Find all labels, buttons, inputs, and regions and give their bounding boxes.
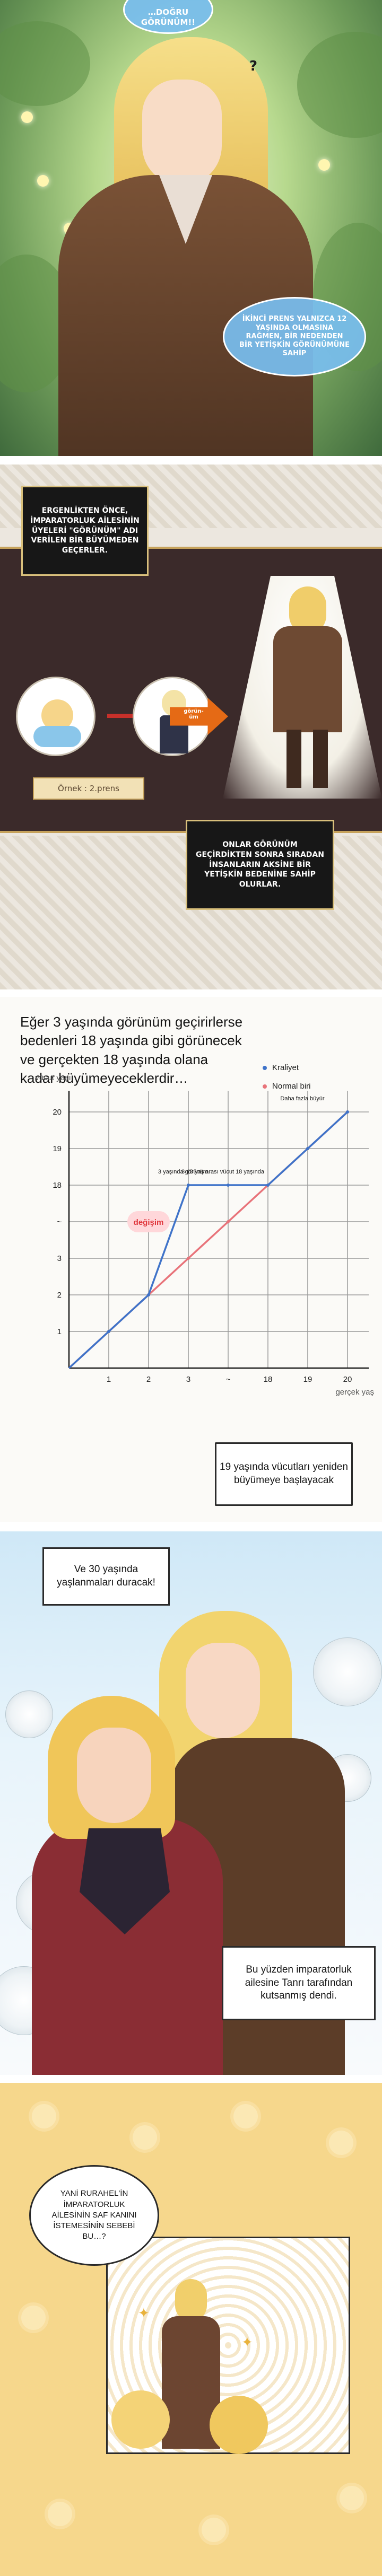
annotation-label: 3-18 yaş arası vücut 18 yaşında [181, 1169, 265, 1175]
x-tick-label: ~ [226, 1375, 231, 1384]
x-tick-label: 2 [146, 1375, 151, 1384]
narration-text: Ve 30 yaşında yaşlanmaları duracak! [57, 1564, 155, 1588]
example-ribbon: Örnek : 2.prens [33, 777, 144, 800]
sparkle-icon: ✦ [138, 2306, 150, 2321]
floral-motif [233, 2104, 258, 2128]
legend-label: Kraliyet [272, 1063, 299, 1072]
y-tick-label: 18 [53, 1181, 62, 1190]
legend-label: Normal biri [272, 1082, 311, 1091]
annotation-highlight [127, 1211, 170, 1232]
x-tick-label: 20 [343, 1375, 352, 1384]
data-point [266, 1184, 270, 1187]
speech-text: YANİ RURAHEL'İN İMPARATORLUK AİLESİNİN S… [51, 2189, 137, 2241]
narration-text: Bu yüzden imparatorluk ailesine Tanrı ta… [245, 1964, 353, 2002]
younger-prince-face [77, 1728, 151, 1823]
data-point [227, 1220, 230, 1223]
caption-text: 19 yaşında vücutları yeniden büyümeye ba… [220, 1461, 348, 1486]
y-tick-label: 20 [53, 1108, 62, 1117]
intro-text: Eğer 3 yaşında görünüm geçirirlerse bede… [20, 1014, 243, 1087]
flower [37, 175, 49, 187]
data-point [187, 1184, 190, 1187]
panel-2-growth-explainer: görün- üm Örnek : 2.prens ERGENLİKTEN ÖN… [0, 465, 382, 989]
x-tick-label: 19 [303, 1375, 312, 1384]
panel-gutter [0, 456, 382, 465]
x-tick-label: 18 [264, 1375, 273, 1384]
y-tick-label: 3 [57, 1254, 62, 1263]
foliage [297, 32, 382, 138]
narration-text: ERGENLİKTEN ÖNCE, İMPARATORLUK AİLESİNİN… [30, 506, 140, 555]
legend-dot [263, 1065, 267, 1070]
y-tick-label: 2 [57, 1291, 62, 1300]
x-tick-label: 1 [107, 1375, 111, 1384]
narration-box-bottom: ONLAR GÖRÜNÜM GEÇİRDİKTEN SONRA SIRADAN … [186, 820, 334, 910]
data-point [346, 1110, 349, 1114]
legend-dot [263, 1084, 267, 1089]
narration-bubble: İKİNCİ PRENS YALNIZCA 12 YAŞINDA OLMASIN… [223, 297, 366, 376]
adult-prince-leg [313, 730, 328, 788]
speech-text: …DOĞRU GÖRÜNÜM!! [141, 7, 196, 27]
floral-motif [48, 2502, 72, 2526]
rose [313, 1637, 382, 1706]
panel-5-question: ✦ ✦ YANİ RURAHEL'İN İMPARATORLUK AİLESİN… [0, 2083, 382, 2576]
x-tick-label: 3 [186, 1375, 190, 1384]
baby-circle [16, 677, 96, 756]
data-point [107, 1330, 110, 1333]
panel-gutter [0, 2075, 382, 2083]
older-prince-face [186, 1643, 260, 1738]
x-axis-label: gerçek yaş [335, 1388, 374, 1397]
adult-prince-coat [273, 626, 342, 732]
annotation-label: Daha fazla büyür [280, 1096, 324, 1102]
data-point [187, 1257, 190, 1260]
floral-motif [329, 2131, 353, 2155]
floral-motif [340, 2486, 364, 2510]
prince-face [142, 80, 222, 186]
series-line-royal [68, 1111, 349, 1369]
child-head [210, 2396, 268, 2454]
flower [318, 159, 330, 171]
age-chart: 1 2 3 ~18 19 20 1 2 3 ~18 19 20 gerçek yaş vücut yaşı… [35, 1073, 374, 1397]
narration-box-top: Ve 30 yaşında yaşlanmaları duracak! [42, 1547, 170, 1606]
flower [21, 111, 33, 123]
panel-gutter [0, 989, 382, 997]
speech-bubble-top: …DOĞRU GÖRÜNÜM!! [123, 0, 213, 34]
foliage [0, 21, 90, 106]
caption-box: 19 yaşında vücutları yeniden büyümeye ba… [215, 1442, 353, 1506]
rose [5, 1690, 53, 1738]
legend-item-royal: Kraliyet [263, 1063, 299, 1072]
data-point [306, 1147, 309, 1150]
panel-4-two-princes: Ve 30 yaşında yaşlanmaları duracak! Bu y… [0, 1531, 382, 2075]
y-tick-label: ~ [57, 1217, 62, 1226]
child-head [111, 2390, 170, 2449]
annotation-label: değişim [134, 1218, 164, 1227]
floral-motif [133, 2125, 157, 2150]
speech-bubble: YANİ RURAHEL'İN İMPARATORLUK AİLESİNİN S… [29, 2165, 159, 2266]
question-mark: ? [249, 58, 258, 74]
data-point [147, 1293, 150, 1296]
floral-motif [32, 2104, 56, 2128]
floral-motif [21, 2306, 46, 2330]
y-tick-label: 19 [53, 1144, 62, 1153]
y-axis-label: vücut yaşı [35, 1073, 71, 1082]
narration-text: ONLAR GÖRÜNÜM GEÇİRDİKTEN SONRA SIRADAN … [196, 840, 324, 889]
narration-box-bottom: Bu yüzden imparatorluk ailesine Tanrı ta… [222, 1946, 376, 2020]
narration-box-top: ERGENLİKTEN ÖNCE, İMPARATORLUK AİLESİNİN… [21, 486, 149, 576]
floral-motif [202, 2518, 226, 2542]
panel-3-age-chart: Eğer 3 yaşında görünüm geçirirlerse bede… [0, 997, 382, 1522]
adult-prince-leg [286, 730, 301, 788]
baby-body [33, 726, 81, 747]
sparkle-icon: ✦ [241, 2335, 253, 2351]
data-point [227, 1184, 230, 1187]
legend-item-normal: Normal biri [263, 1082, 311, 1091]
arrow-label: görün- üm [184, 708, 204, 720]
annotation-label: 3 yaşında görünüm [158, 1169, 208, 1175]
panel-gutter [0, 1522, 382, 1531]
narration-text: İKİNCİ PRENS YALNIZCA 12 YAŞINDA OLMASIN… [239, 315, 350, 358]
y-tick-label: 1 [57, 1327, 62, 1336]
prince-hair [175, 2279, 207, 2321]
panel-1-garden-prince: …DOĞRU GÖRÜNÜM!! ? İKİNCİ PRENS YALNIZCA… [0, 0, 382, 456]
